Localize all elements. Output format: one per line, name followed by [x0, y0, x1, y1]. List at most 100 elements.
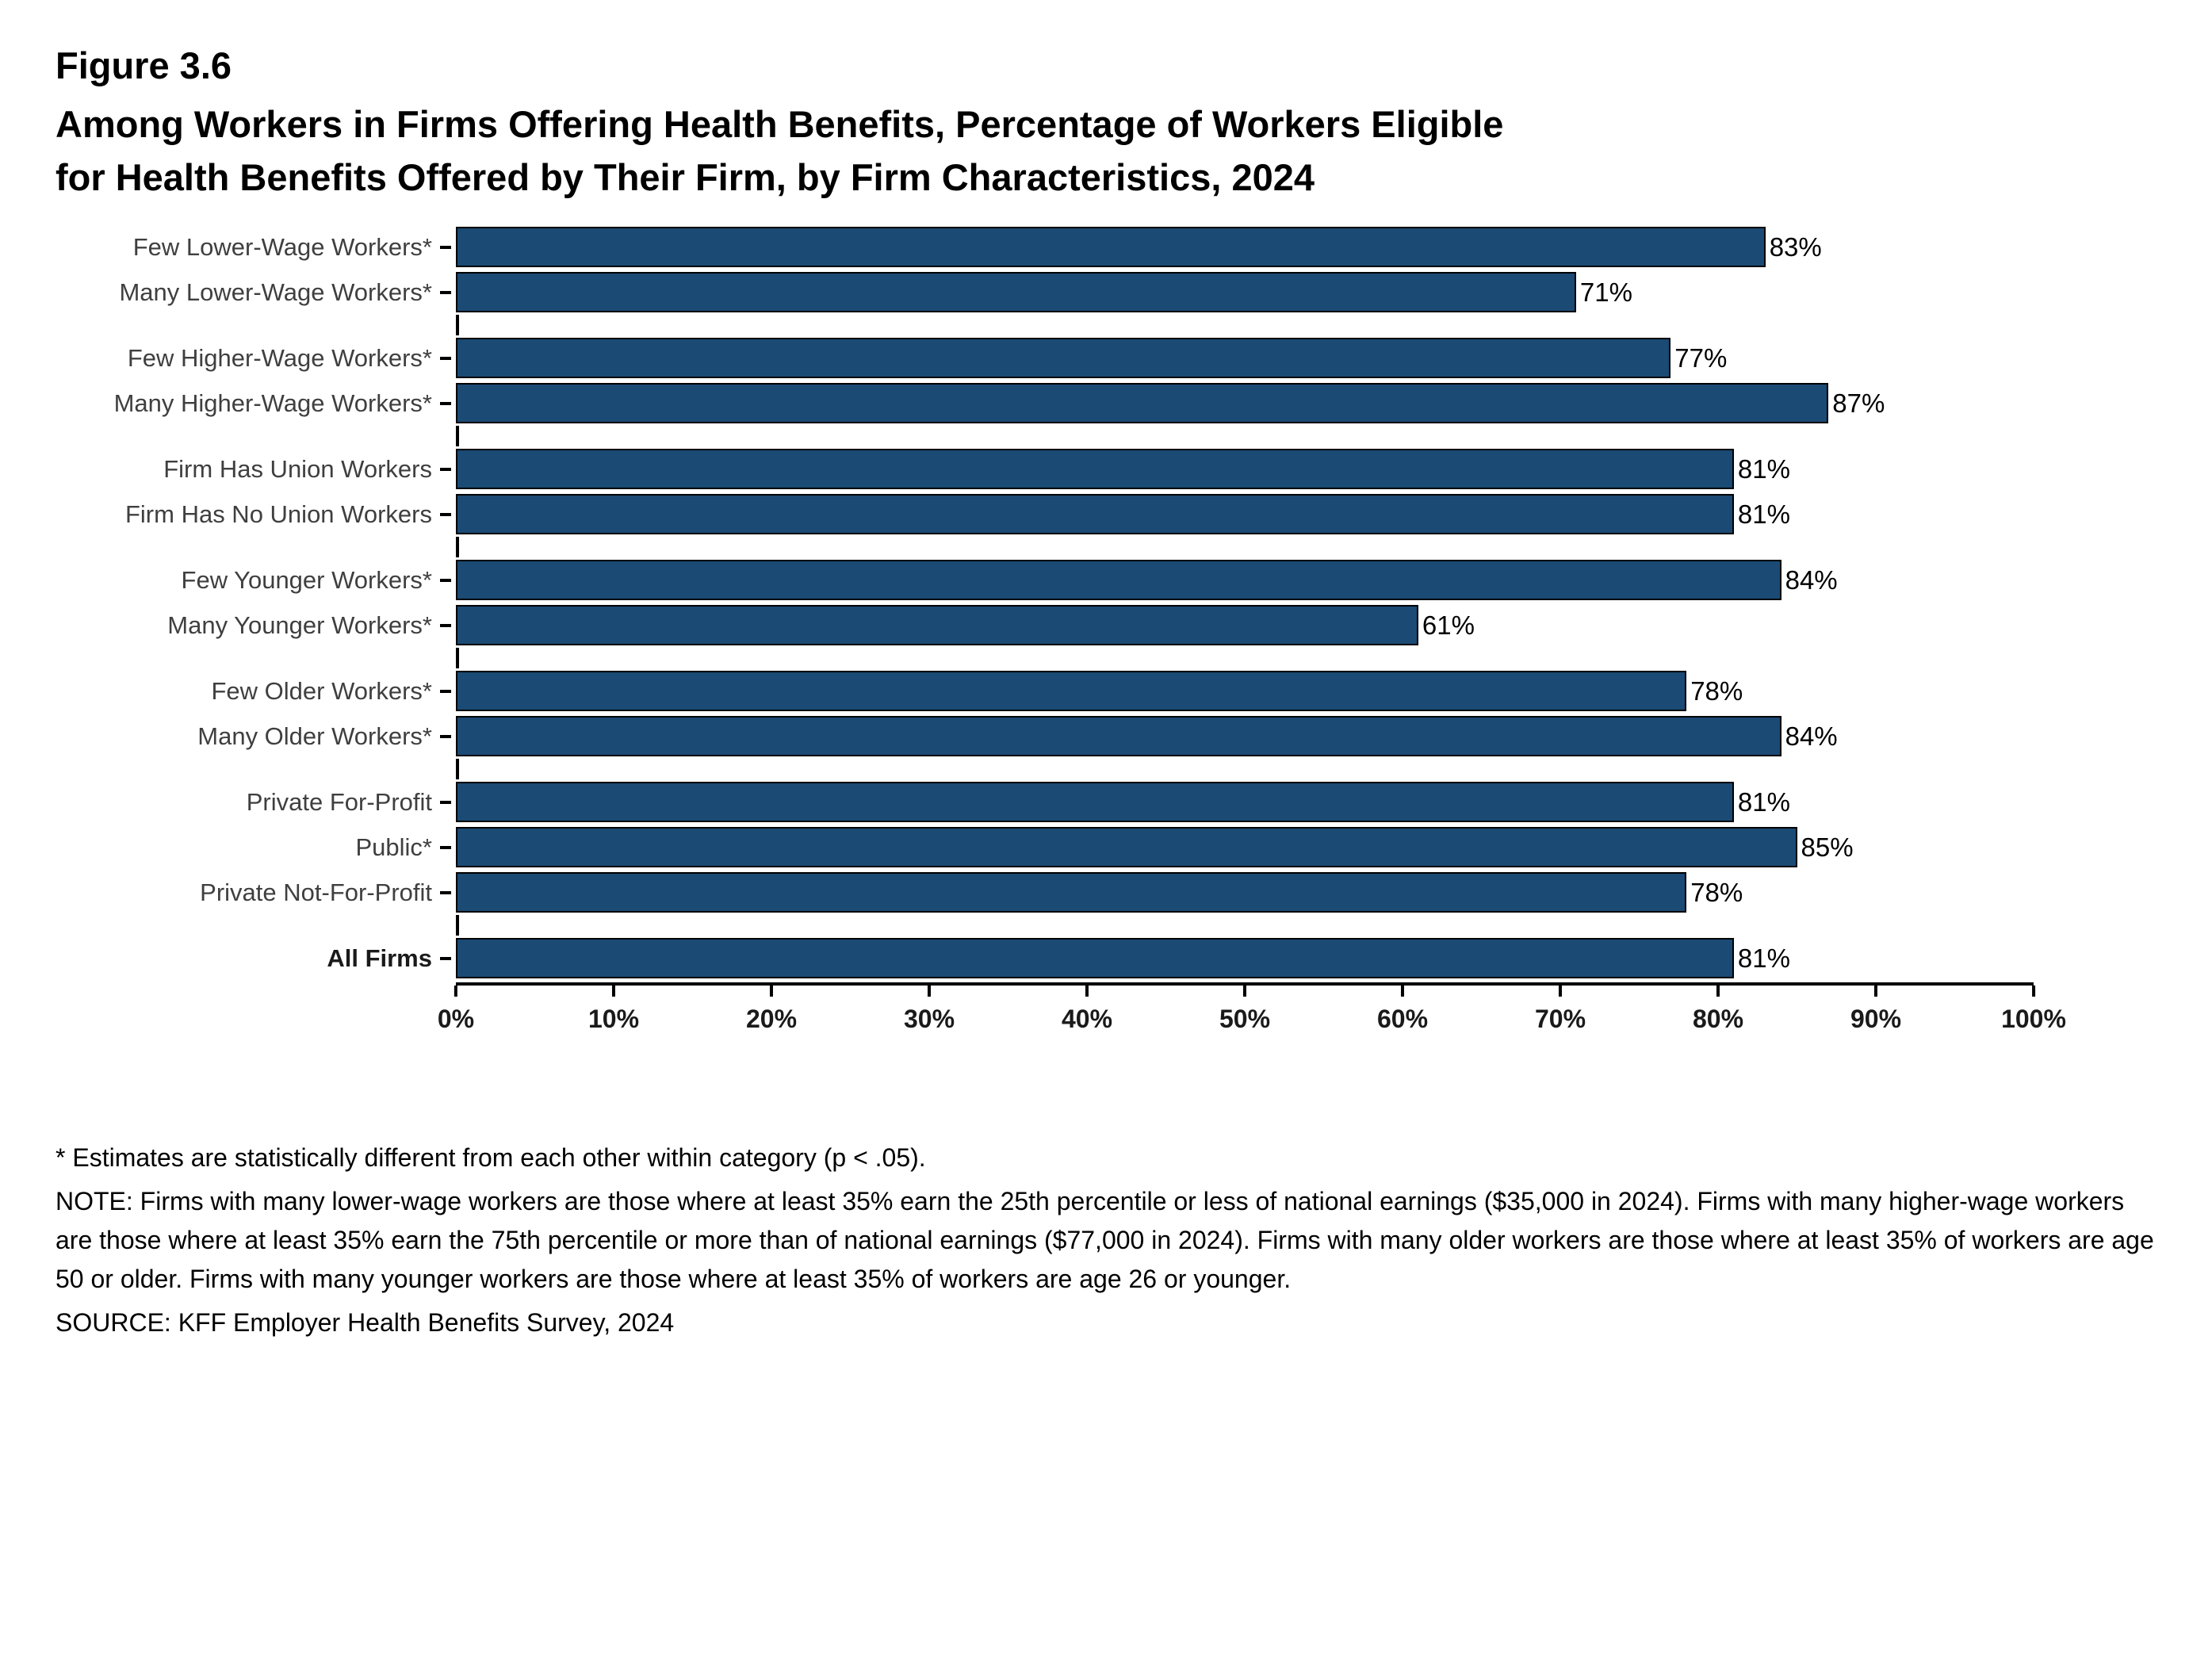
plot-cell: 81%: [456, 446, 2034, 492]
tick-mark: [1558, 986, 1562, 997]
x-axis-tick: 60%: [1377, 986, 1428, 1034]
tick-label: 10%: [587, 1005, 640, 1034]
category-label: Few Younger Workers*: [55, 566, 456, 595]
group-gap: [55, 648, 2157, 669]
axis-segment: [456, 915, 459, 936]
group-gap: [55, 915, 2157, 936]
x-axis: 0% 10% 20% 30% 40% 50% 60% 70% 80% 90% 100%: [55, 982, 2157, 1055]
gap-plot-cell: [456, 426, 2034, 447]
category-label: Many Lower-Wage Workers*: [55, 278, 456, 307]
bar-value-label: 77%: [1674, 343, 1728, 373]
plot-cell: 83%: [456, 224, 2034, 270]
plot-cell: 81%: [456, 779, 2034, 825]
tick-label: 40%: [1061, 1005, 1113, 1034]
category-label: Many Older Workers*: [55, 722, 456, 751]
bar-row: Few Lower-Wage Workers* 83%: [55, 224, 2157, 270]
bar-value-label: 81%: [1737, 787, 1790, 817]
x-axis-tick: 70%: [1535, 986, 1586, 1034]
bar-row: Few Younger Workers* 84%: [55, 557, 2157, 603]
axis-segment: [456, 315, 459, 336]
tick-label: 100%: [2001, 1005, 2066, 1034]
bar-value-label: 81%: [1737, 499, 1790, 529]
tick-mark: [927, 986, 931, 997]
bar-row: Many Older Workers* 84%: [55, 714, 2157, 759]
footnotes: * Estimates are statistically different …: [55, 1139, 2157, 1342]
bar-row: Few Higher-Wage Workers* 77%: [55, 335, 2157, 381]
gap-label-spacer: [55, 759, 456, 779]
tick-label: 60%: [1376, 1005, 1429, 1034]
bar-row: Firm Has Union Workers 81%: [55, 446, 2157, 492]
tick-label: 0%: [437, 1005, 475, 1034]
category-label: Many Younger Workers*: [55, 611, 456, 640]
category-label: Many Higher-Wage Workers*: [55, 389, 456, 418]
plot-cell: 87%: [456, 381, 2034, 426]
plot-cell: 78%: [456, 870, 2034, 915]
plot-cell: 81%: [456, 492, 2034, 537]
bar-value-label: 81%: [1737, 454, 1790, 484]
axis-segment: [456, 759, 459, 780]
bar: [456, 449, 1734, 490]
gap-plot-cell: [456, 315, 2034, 336]
bar-value-label: 85%: [1801, 832, 1854, 862]
bar-value-label: 71%: [1579, 277, 1632, 307]
plot-cell: 81%: [456, 936, 2034, 981]
category-label: Private Not-For-Profit: [55, 878, 456, 907]
bar-value-label: 81%: [1737, 943, 1790, 973]
bar: [456, 338, 1671, 379]
plot-cell: 78%: [456, 668, 2034, 714]
bar: [456, 272, 1576, 313]
tick-mark: [1873, 986, 1877, 997]
x-axis-tick: 30%: [904, 986, 955, 1034]
gap-label-spacer: [55, 915, 456, 936]
gap-label-spacer: [55, 315, 456, 335]
bar: [456, 383, 1829, 424]
plot-cell: 61%: [456, 603, 2034, 648]
tick-label: 80%: [1692, 1005, 1744, 1034]
figure-number: Figure 3.6: [55, 44, 232, 86]
bar: [456, 827, 1797, 868]
tick-mark: [611, 986, 615, 997]
plot-cell: 84%: [456, 557, 2034, 603]
footnote-source: SOURCE: KFF Employer Health Benefits Sur…: [55, 1308, 675, 1338]
group-gap: [55, 537, 2157, 558]
plot-cell: 85%: [456, 825, 2034, 870]
bar-row: Private For-Profit 81%: [55, 779, 2157, 825]
axis-segment: [456, 537, 459, 558]
bar-chart: Few Lower-Wage Workers* 83% Many Lower-Wag…: [55, 224, 2157, 1055]
bar: [456, 560, 1781, 601]
gap-plot-cell: [456, 759, 2034, 780]
bar-row: Private Not-For-Profit 78%: [55, 870, 2157, 915]
tick-mark: [1716, 986, 1720, 997]
category-label: Firm Has Union Workers: [55, 455, 456, 484]
tick-mark: [1085, 986, 1089, 997]
axis-segment: [456, 426, 459, 447]
bar: [456, 716, 1781, 757]
group-gap: [55, 759, 2157, 780]
gap-label-spacer: [55, 648, 456, 668]
x-axis-tick: 10%: [588, 986, 639, 1034]
tick-label: 30%: [903, 1005, 955, 1034]
tick-mark: [1400, 986, 1404, 997]
x-axis-tick: 100%: [2001, 986, 2066, 1034]
tick-mark: [2032, 986, 2035, 997]
category-label: Private For-Profit: [55, 788, 456, 817]
group-gap: [55, 315, 2157, 336]
x-axis-tick: 80%: [1693, 986, 1743, 1034]
category-label: Firm Has No Union Workers: [55, 500, 456, 529]
x-axis-tick: 40%: [1062, 986, 1112, 1034]
x-axis-tick: 50%: [1219, 986, 1270, 1034]
bar: [456, 782, 1734, 823]
axis-spacer: [55, 982, 456, 1055]
footnote-statistical: * Estimates are statistically different …: [55, 1143, 926, 1173]
chart-rows: Few Lower-Wage Workers* 83% Many Lower-Wag…: [55, 224, 2157, 981]
bar-value-label: 87%: [1832, 388, 1885, 418]
bar-value-label: 61%: [1422, 610, 1475, 640]
gap-label-spacer: [55, 426, 456, 446]
bar-row: Many Higher-Wage Workers* 87%: [55, 381, 2157, 426]
bar-value-label: 83%: [1769, 232, 1822, 262]
bar-row: Many Lower-Wage Workers* 71%: [55, 270, 2157, 315]
tick-mark: [454, 986, 457, 997]
plot-cell: 77%: [456, 335, 2034, 381]
bar: [456, 227, 1766, 268]
